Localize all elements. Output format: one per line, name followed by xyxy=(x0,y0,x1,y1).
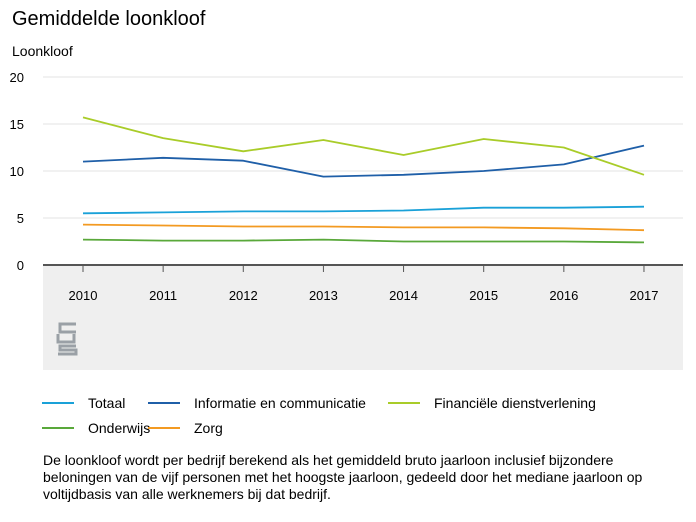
legend-label: Onderwijs xyxy=(88,420,151,436)
x-tick-label: 2014 xyxy=(389,288,418,303)
x-tick-label: 2015 xyxy=(469,288,498,303)
series-line-onderwijs xyxy=(82,238,645,244)
y-tick-label: 10 xyxy=(10,164,24,179)
legend-swatch xyxy=(148,427,180,429)
x-tick-label: 2017 xyxy=(630,288,659,303)
cbs-logo xyxy=(56,322,78,356)
legend-label: Zorg xyxy=(194,420,223,436)
legend-swatch xyxy=(42,427,74,429)
line-chart: 0 5 10 15 20 2010 2011 2012 2013 2014 2015 2016 2017 xyxy=(10,70,683,370)
legend-swatch xyxy=(388,402,420,404)
legend-label: Informatie en communicatie xyxy=(194,395,366,411)
x-tick-label: 2012 xyxy=(229,288,258,303)
series-line-zorg xyxy=(82,223,645,232)
x-tick-label: 2016 xyxy=(549,288,578,303)
chart-title: Gemiddelde loonkloof xyxy=(12,8,206,30)
x-tick-label: 2010 xyxy=(69,288,98,303)
legend-item-financiele-dienstverlening: Financiële dienstverlening xyxy=(388,393,596,413)
footnote: De loonkloof wordt per bedrijf berekend … xyxy=(43,452,643,502)
series-line-totaal xyxy=(82,205,645,215)
series-line-informatie-en-communicatie xyxy=(82,144,645,178)
legend-item-totaal: Totaal xyxy=(42,393,125,413)
x-tick-label: 2011 xyxy=(149,288,177,303)
legend-item-zorg: Zorg xyxy=(148,418,223,438)
y-axis-label: Loonkloof xyxy=(12,43,73,59)
y-tick-label: 0 xyxy=(17,258,24,273)
legend-label: Totaal xyxy=(88,395,126,411)
y-tick-label: 5 xyxy=(17,211,24,226)
y-tick-label: 15 xyxy=(10,117,24,132)
series-line-financiele-dienstverlening xyxy=(82,116,645,176)
legend-swatch xyxy=(148,402,180,404)
legend-item-informatie-en-communicatie: Informatie en communicatie xyxy=(148,393,366,413)
legend-swatch xyxy=(42,402,74,404)
legend-label: Financiële dienstverlening xyxy=(434,395,596,411)
y-tick-label: 20 xyxy=(10,70,24,85)
legend-item-onderwijs: Onderwijs xyxy=(42,418,150,438)
plot-footer-panel xyxy=(43,265,683,370)
x-tick-label: 2013 xyxy=(309,288,338,303)
